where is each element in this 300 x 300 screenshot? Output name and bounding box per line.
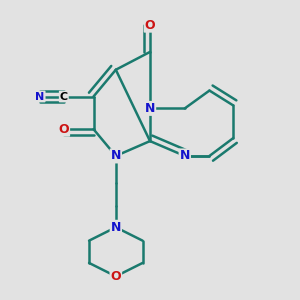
Text: C: C: [60, 92, 68, 101]
Text: N: N: [180, 149, 190, 162]
Text: O: O: [58, 123, 69, 136]
Text: N: N: [111, 221, 121, 234]
Text: N: N: [145, 102, 155, 115]
Text: N: N: [35, 92, 45, 101]
Text: O: O: [110, 270, 121, 283]
Text: O: O: [145, 19, 155, 32]
Text: N: N: [111, 149, 121, 162]
